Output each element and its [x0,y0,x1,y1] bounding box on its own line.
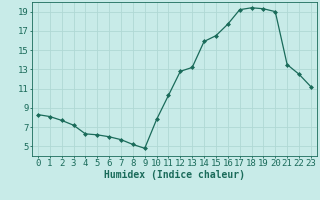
X-axis label: Humidex (Indice chaleur): Humidex (Indice chaleur) [104,170,245,180]
